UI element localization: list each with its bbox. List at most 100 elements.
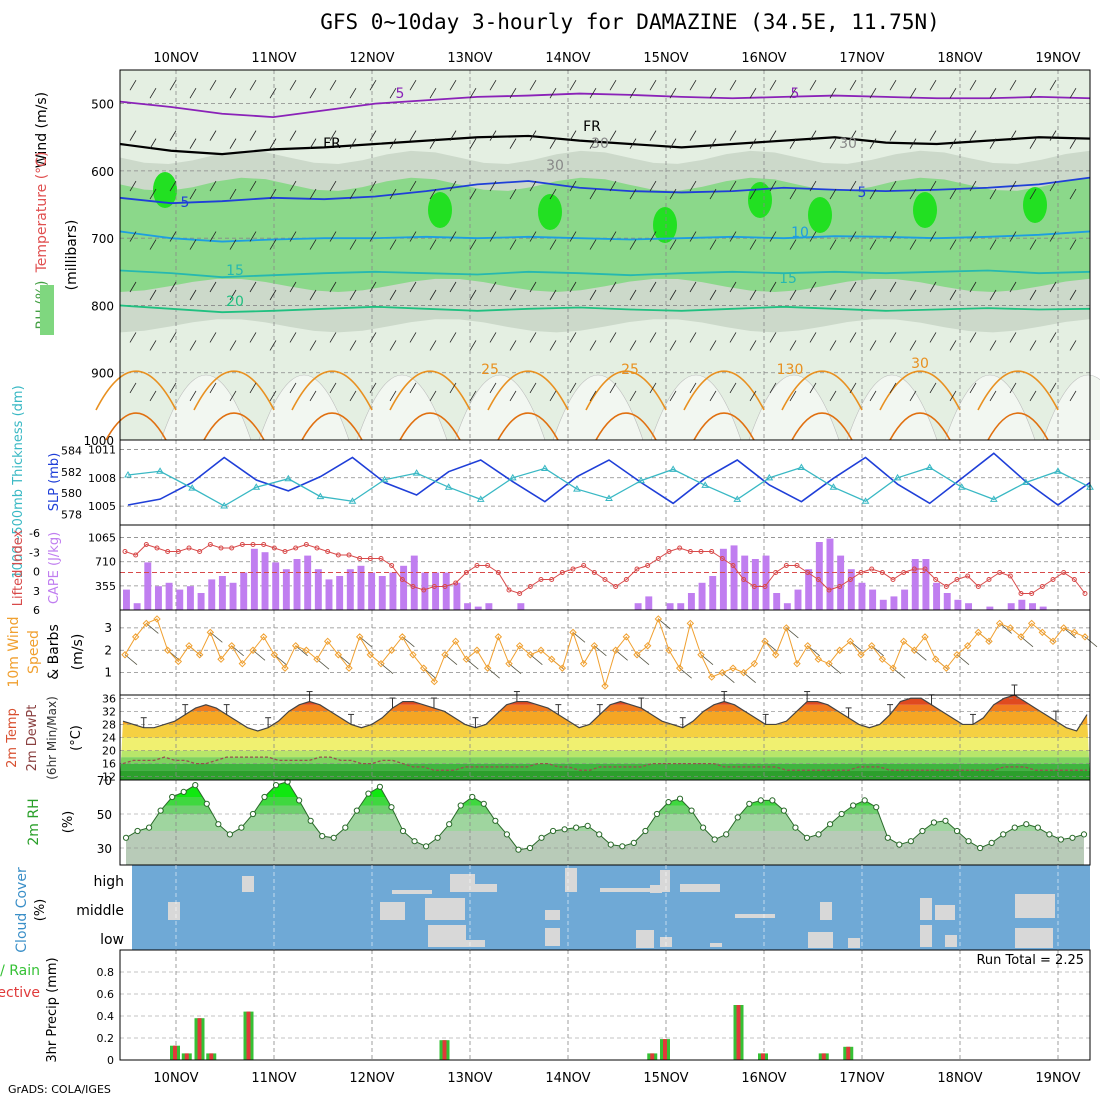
wind-marker (942, 664, 951, 672)
wind-barb (629, 390, 637, 402)
wind-barb (769, 180, 777, 192)
wind-barb (269, 340, 277, 351)
wind-barb (289, 332, 297, 343)
cloud-block (660, 870, 670, 890)
thickness-marker (861, 497, 870, 504)
rh-marker (215, 821, 222, 828)
rh-tick: 70 (97, 774, 112, 788)
wind-marker (217, 655, 225, 663)
cape-bar (773, 593, 781, 610)
wind-barb (389, 289, 397, 301)
wind-marker (430, 677, 439, 686)
rh-dry-area (258, 374, 350, 441)
wind-barb (989, 87, 997, 99)
wind-barb (129, 180, 137, 192)
cape-bar (368, 572, 376, 610)
thickness-marker (348, 497, 357, 504)
rh-peak (913, 192, 937, 228)
wind-marker (910, 646, 919, 654)
contour-label: 15 (779, 271, 797, 287)
wind-barb (349, 188, 357, 200)
rh-dry-area (356, 374, 448, 441)
wind-barb (549, 239, 557, 250)
rh-marker (1046, 831, 1053, 838)
wind-barb (929, 382, 937, 394)
wind-barb (389, 239, 397, 250)
wind-barb (349, 289, 357, 301)
wind-barb (909, 289, 917, 301)
wind-barb (829, 239, 837, 250)
wind-barb (149, 289, 157, 301)
cape-bar (858, 582, 866, 610)
wind-barb (609, 231, 617, 242)
wind-marker (665, 646, 673, 654)
wind-barb (409, 79, 417, 91)
wind-marker (569, 628, 577, 637)
wind-barb (189, 340, 197, 351)
rh-marker (503, 831, 510, 838)
wind-barb (909, 188, 917, 200)
li-marker (453, 580, 459, 586)
li-marker (869, 566, 875, 572)
li-marker (1071, 577, 1077, 582)
li-marker (709, 549, 715, 554)
rh-marker (596, 831, 603, 838)
wind-barb (649, 332, 657, 343)
wind-barb (909, 340, 917, 351)
wind-barb (649, 231, 657, 242)
wind-barb (609, 281, 617, 293)
li-marker (826, 587, 832, 593)
wind-barb (909, 138, 917, 149)
li-marker (218, 545, 224, 551)
wind-barb (569, 180, 577, 192)
cape-bar (474, 606, 482, 610)
rh-marker (896, 841, 903, 848)
rh-marker (792, 824, 799, 831)
wind-barb (169, 79, 177, 91)
credit-label: GrADS: COLA/IGES (8, 1083, 111, 1096)
wind-barb (209, 382, 217, 394)
wind-axis-label-2: Speed (26, 630, 42, 674)
rh-dry-area (748, 374, 840, 441)
precip-convective-bar (736, 1005, 741, 1060)
li-marker (1039, 584, 1045, 589)
thickness-marker (669, 465, 678, 472)
wind-barb (689, 231, 697, 242)
wind-marker (686, 619, 695, 628)
thickness-marker (284, 474, 293, 482)
wind-barb (729, 382, 737, 394)
wind-barb (589, 188, 597, 200)
thickness-tick: 580 (61, 487, 82, 500)
wind-barb (589, 138, 597, 149)
cape-bar (410, 555, 418, 610)
rh-marker (826, 821, 834, 828)
li-marker (367, 556, 373, 561)
rh-marker (446, 821, 453, 828)
rh-marker (330, 834, 337, 841)
wind-marker (675, 664, 684, 672)
thickness-marker (540, 464, 549, 471)
li-marker (1061, 570, 1067, 575)
date-label-bottom: 15NOV (643, 1071, 688, 1086)
contour-label: 30 (591, 136, 609, 152)
wind-barb (629, 87, 637, 99)
wind-barb (209, 281, 217, 293)
wind-barb (749, 138, 757, 149)
li-marker (570, 566, 576, 572)
wind-barb (1029, 188, 1037, 200)
thickness-marker (156, 467, 164, 474)
wind-barb (249, 382, 257, 394)
wind-barb (469, 390, 477, 402)
wind-barb (929, 281, 937, 293)
wind-barb (849, 231, 857, 242)
cape-tick: 710 (95, 556, 116, 569)
rh-marker (988, 839, 995, 847)
li-marker (559, 570, 565, 575)
wind-barb (669, 239, 677, 250)
wind-barb (949, 340, 957, 351)
wind-barb (889, 130, 897, 141)
cape-bar (645, 596, 653, 610)
wind-barb (189, 239, 197, 250)
date-label-bottom: 19NOV (1035, 1071, 1080, 1086)
wind-barb (289, 382, 297, 394)
